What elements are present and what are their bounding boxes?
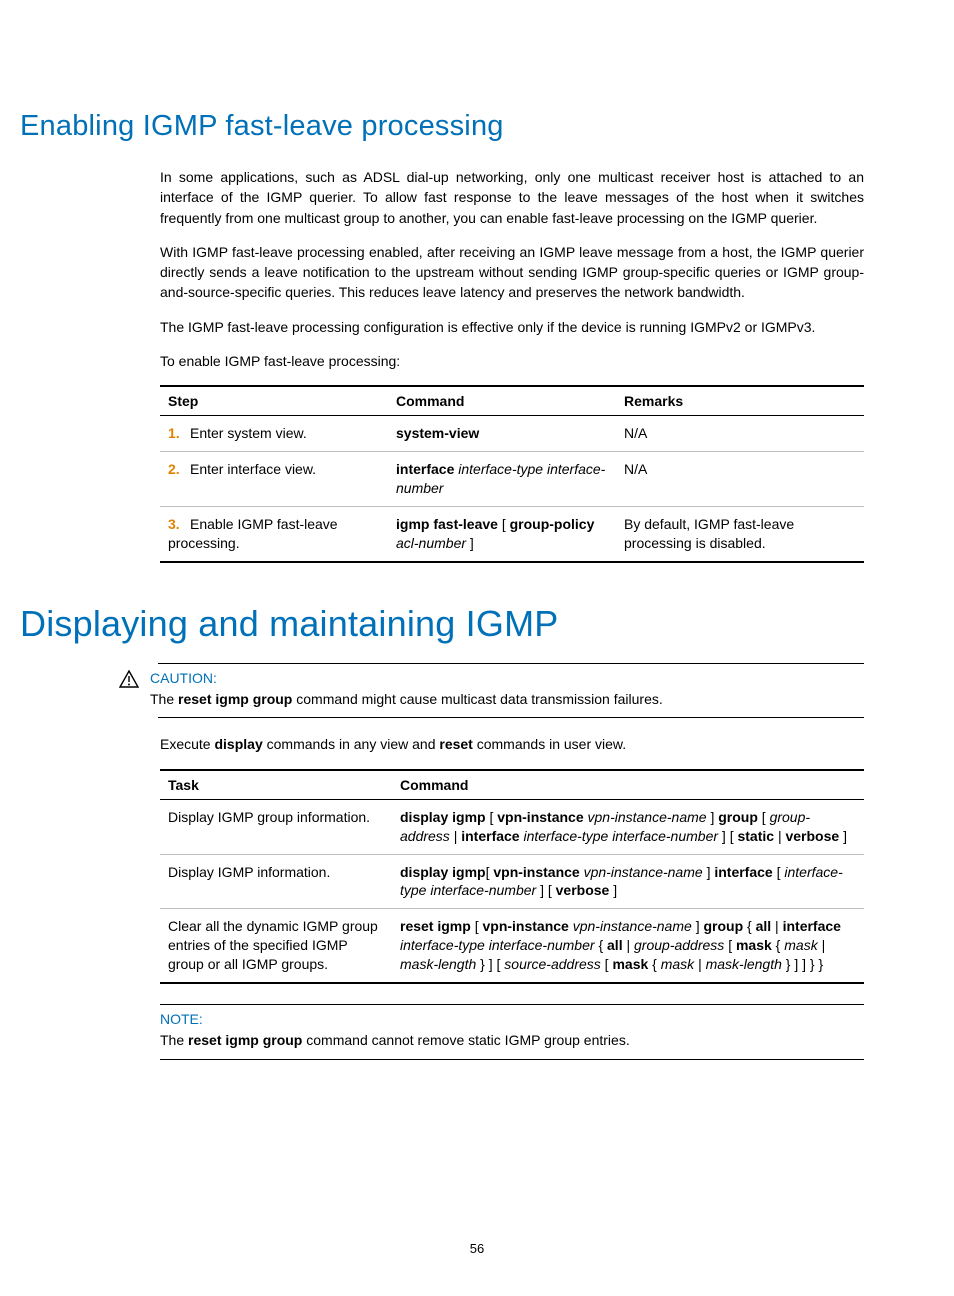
table-row: Display IGMP group information.display i… — [160, 799, 864, 854]
remarks-cell: N/A — [616, 416, 864, 452]
section1-title: Enabling IGMP fast-leave processing — [20, 110, 864, 143]
command-cell: system-view — [388, 416, 616, 452]
step-cell: 1.Enter system view. — [160, 416, 388, 452]
steps-table: Step Command Remarks 1.Enter system view… — [160, 385, 864, 562]
table-row: 1.Enter system view.system-viewN/A — [160, 416, 864, 452]
th-step: Step — [160, 386, 388, 416]
table-row: Clear all the dynamic IGMP group entries… — [160, 909, 864, 983]
section1-para-3: The IGMP fast-leave processing configura… — [160, 317, 864, 337]
task-cell: Clear all the dynamic IGMP group entries… — [160, 909, 392, 983]
section2-content: CAUTION: The reset igmp group command mi… — [160, 663, 864, 1060]
th-remarks: Remarks — [616, 386, 864, 416]
table-row: 3.Enable IGMP fast-leave processing.igmp… — [160, 507, 864, 562]
page-number: 56 — [0, 1241, 954, 1256]
task-cell: Display IGMP group information. — [160, 799, 392, 854]
section1-para-2: With IGMP fast-leave processing enabled,… — [160, 242, 864, 303]
exec-line: Execute display commands in any view and… — [160, 734, 864, 754]
remarks-cell: N/A — [616, 452, 864, 507]
caution-text: The reset igmp group command might cause… — [150, 690, 864, 710]
tasks-table: Task Command Display IGMP group informat… — [160, 769, 864, 984]
th-task: Task — [160, 770, 392, 800]
section1-para-4: To enable IGMP fast-leave processing: — [160, 351, 864, 371]
page: Enabling IGMP fast-leave processing In s… — [0, 0, 954, 1296]
remarks-cell: By default, IGMP fast-leave processing i… — [616, 507, 864, 562]
command-cell: reset igmp [ vpn-instance vpn-instance-n… — [392, 909, 864, 983]
caution-icon — [118, 670, 140, 693]
step-cell: 2.Enter interface view. — [160, 452, 388, 507]
command-cell: display igmp [ vpn-instance vpn-instance… — [392, 799, 864, 854]
command-cell: igmp fast-leave [ group-policy acl-numbe… — [388, 507, 616, 562]
table-header-row: Task Command — [160, 770, 864, 800]
task-cell: Display IGMP information. — [160, 854, 392, 909]
note-label: NOTE: — [160, 1011, 864, 1027]
th-command: Command — [392, 770, 864, 800]
section2-title: Displaying and maintaining IGMP — [20, 603, 864, 645]
table-row: 2.Enter interface view.interface interfa… — [160, 452, 864, 507]
section1-para-1: In some applications, such as ADSL dial-… — [160, 167, 864, 228]
table-header-row: Step Command Remarks — [160, 386, 864, 416]
command-cell: display igmp[ vpn-instance vpn-instance-… — [392, 854, 864, 909]
command-cell: interface interface-type interface-numbe… — [388, 452, 616, 507]
note-box: NOTE: The reset igmp group command canno… — [160, 1004, 864, 1060]
note-text: The reset igmp group command cannot remo… — [160, 1031, 864, 1051]
table-row: Display IGMP information.display igmp[ v… — [160, 854, 864, 909]
caution-box: CAUTION: The reset igmp group command mi… — [158, 663, 864, 719]
step-cell: 3.Enable IGMP fast-leave processing. — [160, 507, 388, 562]
th-command: Command — [388, 386, 616, 416]
caution-label: CAUTION: — [150, 670, 864, 686]
section1-content: In some applications, such as ADSL dial-… — [160, 167, 864, 563]
